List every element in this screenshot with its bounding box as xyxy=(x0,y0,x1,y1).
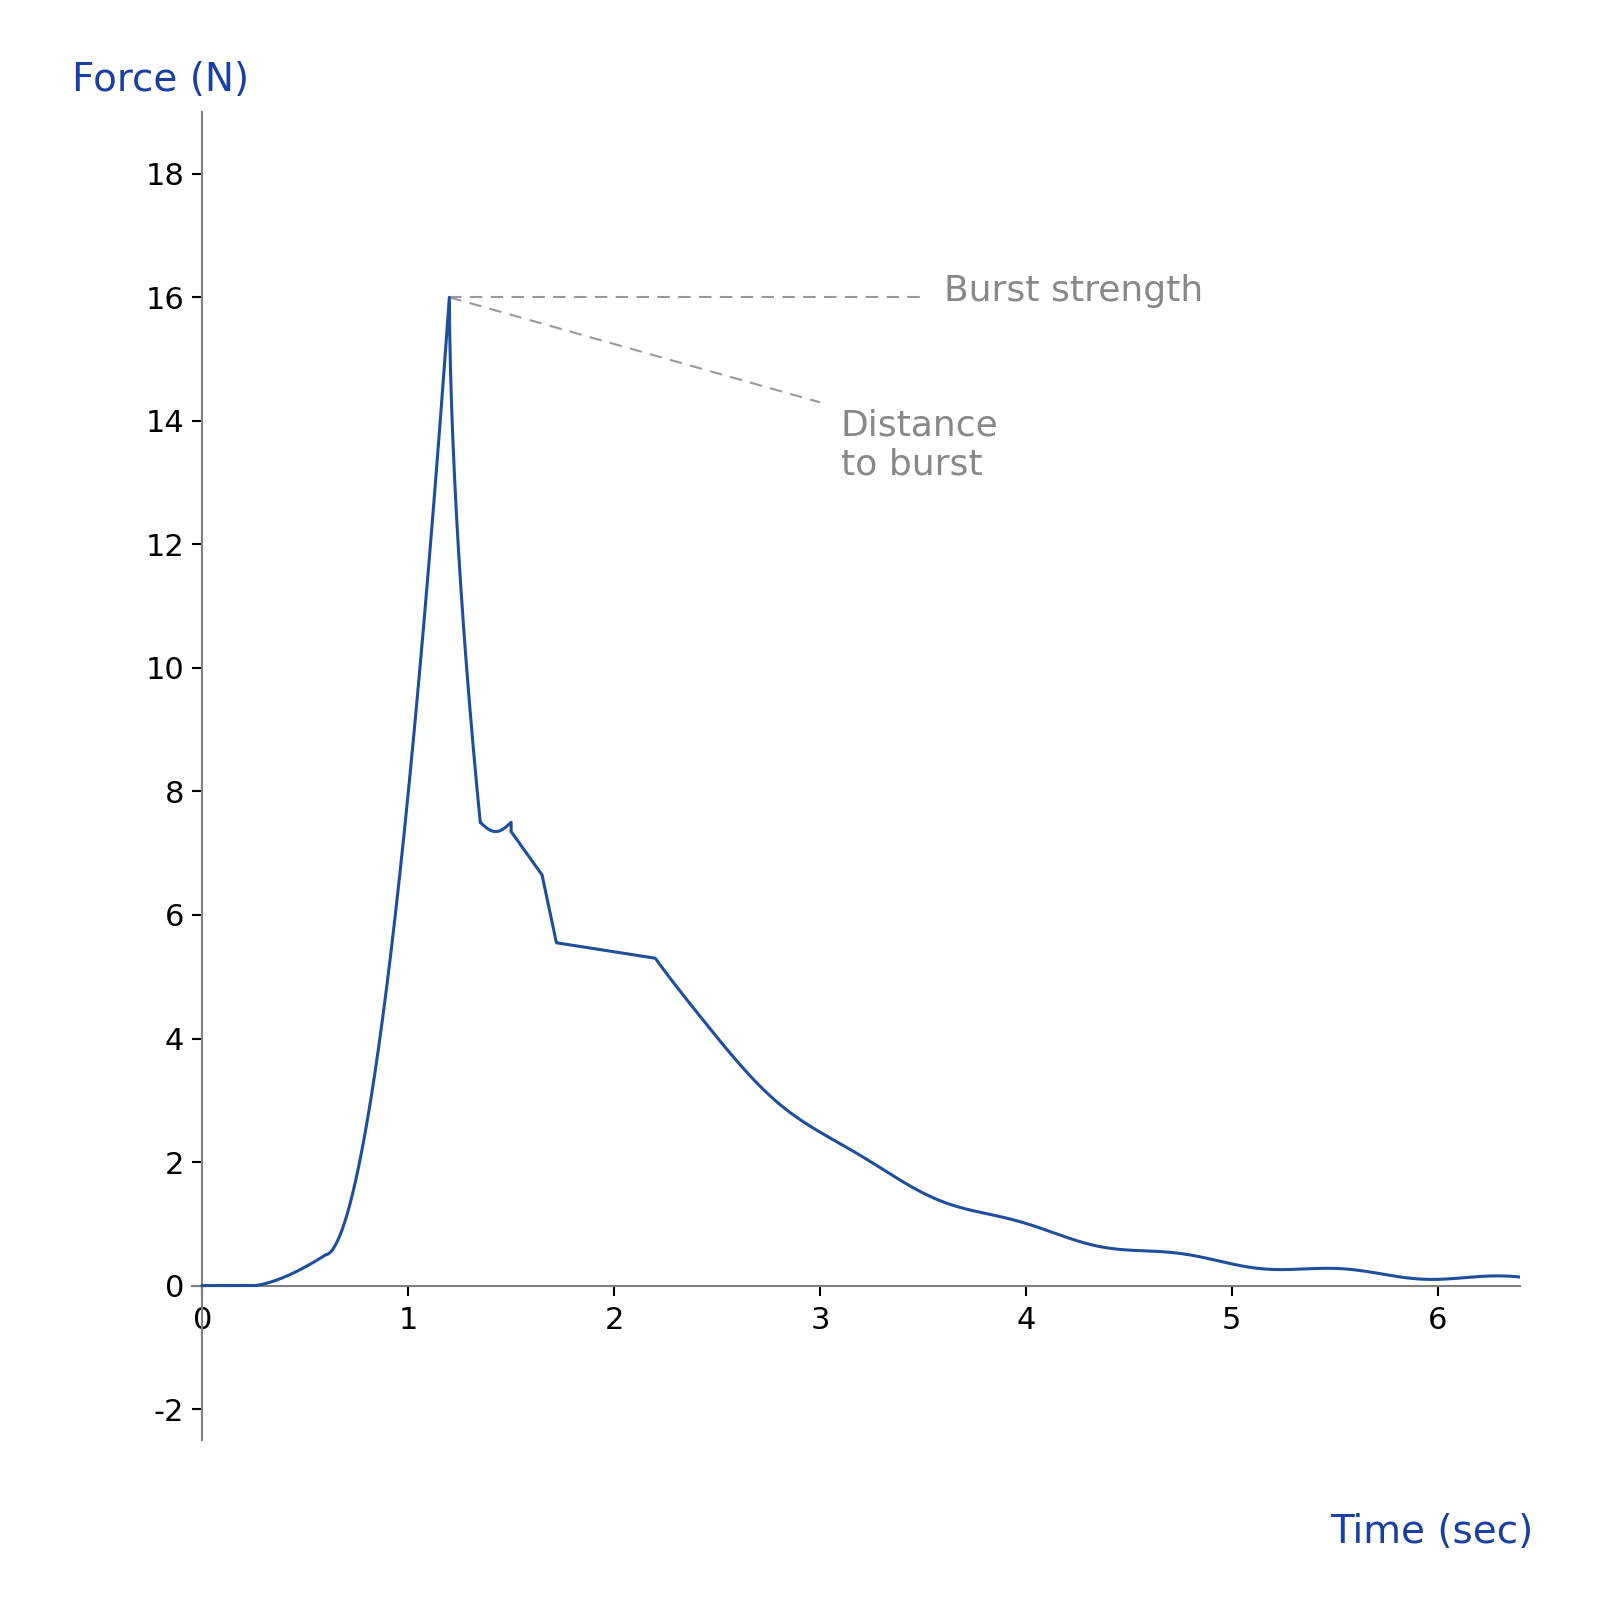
Text: Burst strength: Burst strength xyxy=(944,274,1203,309)
Text: Force (N): Force (N) xyxy=(72,61,250,99)
Text: Time (sec): Time (sec) xyxy=(1330,1514,1533,1550)
Text: Distance
to burst: Distance to burst xyxy=(840,408,998,482)
